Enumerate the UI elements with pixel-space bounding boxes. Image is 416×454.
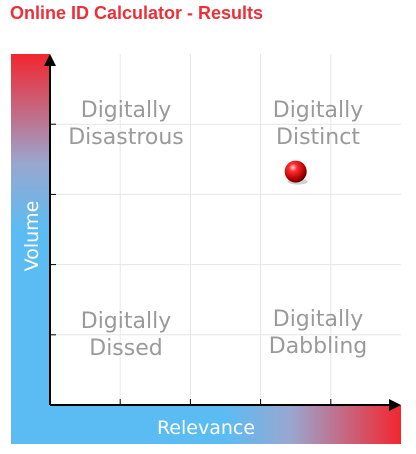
- y-axis-label: Volume: [21, 201, 43, 272]
- y-gradient-bar: [11, 54, 50, 444]
- page-title: Online ID Calculator - Results: [10, 3, 264, 23]
- quadrant-bottom-left-line1: Digitally: [81, 309, 171, 334]
- x-gradient-bar: [11, 405, 401, 444]
- quadrant-bottom-left-line2: Dissed: [89, 336, 162, 361]
- quadrant-top-right-line1: Digitally: [273, 98, 363, 123]
- plot-area: [50, 54, 401, 405]
- quadrant-top-left-line2: Disastrous: [68, 125, 184, 150]
- y-axis-arrow: [44, 54, 56, 66]
- grid: [50, 54, 401, 405]
- quadrant-top-right-line2: Distinct: [276, 125, 360, 150]
- x-axis-label: Relevance: [157, 417, 255, 439]
- result-point-ball: [284, 160, 307, 183]
- quadrant-top-left-line1: Digitally: [81, 98, 171, 123]
- quadrant-bottom-right-line2: Dabbling: [269, 334, 367, 359]
- result-point: [284, 160, 308, 185]
- x-axis-arrow: [389, 399, 401, 411]
- quadrant-bottom-right-line1: Digitally: [273, 307, 363, 332]
- data-points: [284, 160, 308, 185]
